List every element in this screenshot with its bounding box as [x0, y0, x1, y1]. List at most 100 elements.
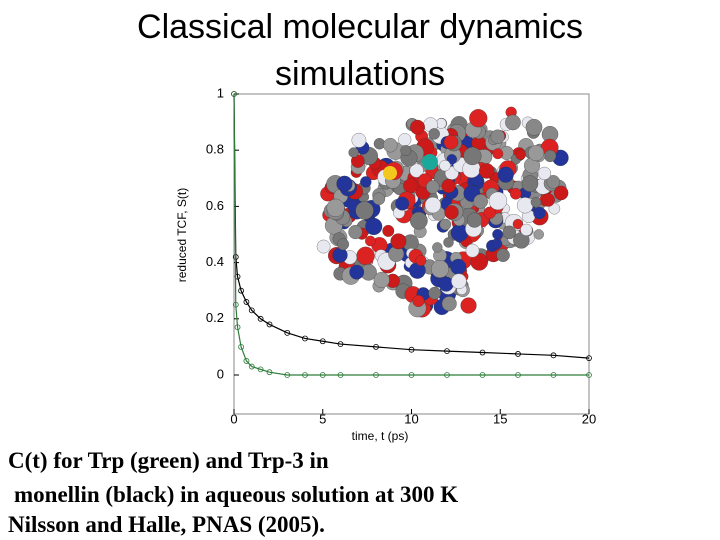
atom [351, 132, 367, 148]
atom [439, 159, 451, 172]
atom [410, 211, 428, 230]
slide-title: Classical molecular dynamics simulations [137, 8, 583, 93]
atom [441, 296, 457, 312]
atom [373, 271, 390, 288]
data-point [337, 372, 344, 378]
atom [372, 192, 386, 206]
atom [516, 197, 534, 214]
caption-line: C(t) for Trp (green) and Trp-3 in [8, 448, 329, 473]
atom [428, 128, 440, 140]
atom [403, 178, 419, 194]
atom [326, 198, 345, 217]
data-point [586, 355, 592, 362]
data-point [586, 372, 592, 378]
data-point [284, 372, 291, 378]
y-tick-label: 0 [217, 366, 224, 381]
atom [450, 258, 467, 275]
atom [424, 196, 442, 214]
atom [390, 233, 407, 250]
data-point [302, 372, 308, 378]
atom [446, 154, 457, 165]
molecule-image [316, 106, 569, 318]
atom [382, 225, 395, 237]
atom [491, 238, 503, 250]
data-point [444, 372, 450, 378]
y-axis-label: reduced TCF, S(t) [175, 188, 189, 282]
atom [465, 243, 480, 258]
y-tick-label: 1 [217, 85, 224, 100]
atom [356, 246, 375, 265]
atom [505, 114, 521, 131]
data-point [408, 346, 415, 353]
atom [365, 235, 376, 247]
series-line [233, 93, 589, 376]
atom [451, 273, 467, 289]
data-point [257, 315, 264, 322]
series-line [233, 93, 590, 359]
data-point [550, 372, 557, 378]
data-point [243, 299, 250, 305]
atom [470, 253, 488, 271]
atom [497, 166, 514, 183]
atom [432, 242, 443, 253]
atom [383, 166, 397, 180]
atom [355, 201, 374, 220]
data-point [319, 372, 326, 378]
atom [483, 206, 496, 219]
atom [426, 180, 440, 194]
atom [439, 218, 452, 231]
atom [410, 119, 425, 135]
atom [469, 109, 488, 128]
atom [415, 255, 427, 266]
data-point [248, 307, 255, 314]
data-point [479, 372, 486, 378]
atom [512, 218, 524, 230]
data-point [266, 369, 273, 376]
data-point [550, 352, 557, 359]
atom [444, 205, 459, 220]
data-point [248, 363, 255, 370]
atom [521, 175, 539, 192]
data-point [257, 366, 264, 373]
atom [515, 149, 526, 160]
atom [479, 163, 495, 179]
atom [400, 145, 412, 156]
data-point [444, 348, 450, 355]
atom [544, 149, 557, 163]
atom [533, 206, 546, 220]
data-point [231, 91, 237, 97]
atom [428, 286, 441, 300]
atom [492, 148, 504, 160]
atom [431, 260, 449, 278]
data-point [232, 301, 239, 308]
data-point [515, 372, 521, 378]
y-tick-label: 0.6 [206, 198, 224, 213]
y-tick-label: 0.8 [206, 142, 224, 157]
caption-line: monellin (black) in aqueous solution at … [14, 482, 458, 507]
atom [348, 225, 363, 240]
atom [409, 163, 424, 178]
atom [365, 218, 383, 235]
data-point [243, 358, 250, 364]
data-point [373, 372, 379, 378]
atom [537, 166, 552, 180]
y-tick-label: 0.2 [206, 310, 224, 325]
atom [443, 134, 459, 150]
data-point [337, 341, 344, 347]
atom [496, 248, 510, 262]
atom [348, 147, 359, 158]
data-point [373, 343, 379, 350]
atom [360, 176, 372, 188]
atom [337, 238, 350, 251]
data-point [284, 329, 291, 336]
data-point [479, 349, 486, 356]
atom [528, 145, 545, 162]
atom [395, 196, 410, 211]
y-tick-label: 0.4 [206, 254, 224, 269]
x-tick-label: 10 [404, 411, 418, 426]
atom [349, 264, 365, 280]
data-point [234, 324, 241, 331]
data-point [266, 321, 273, 328]
